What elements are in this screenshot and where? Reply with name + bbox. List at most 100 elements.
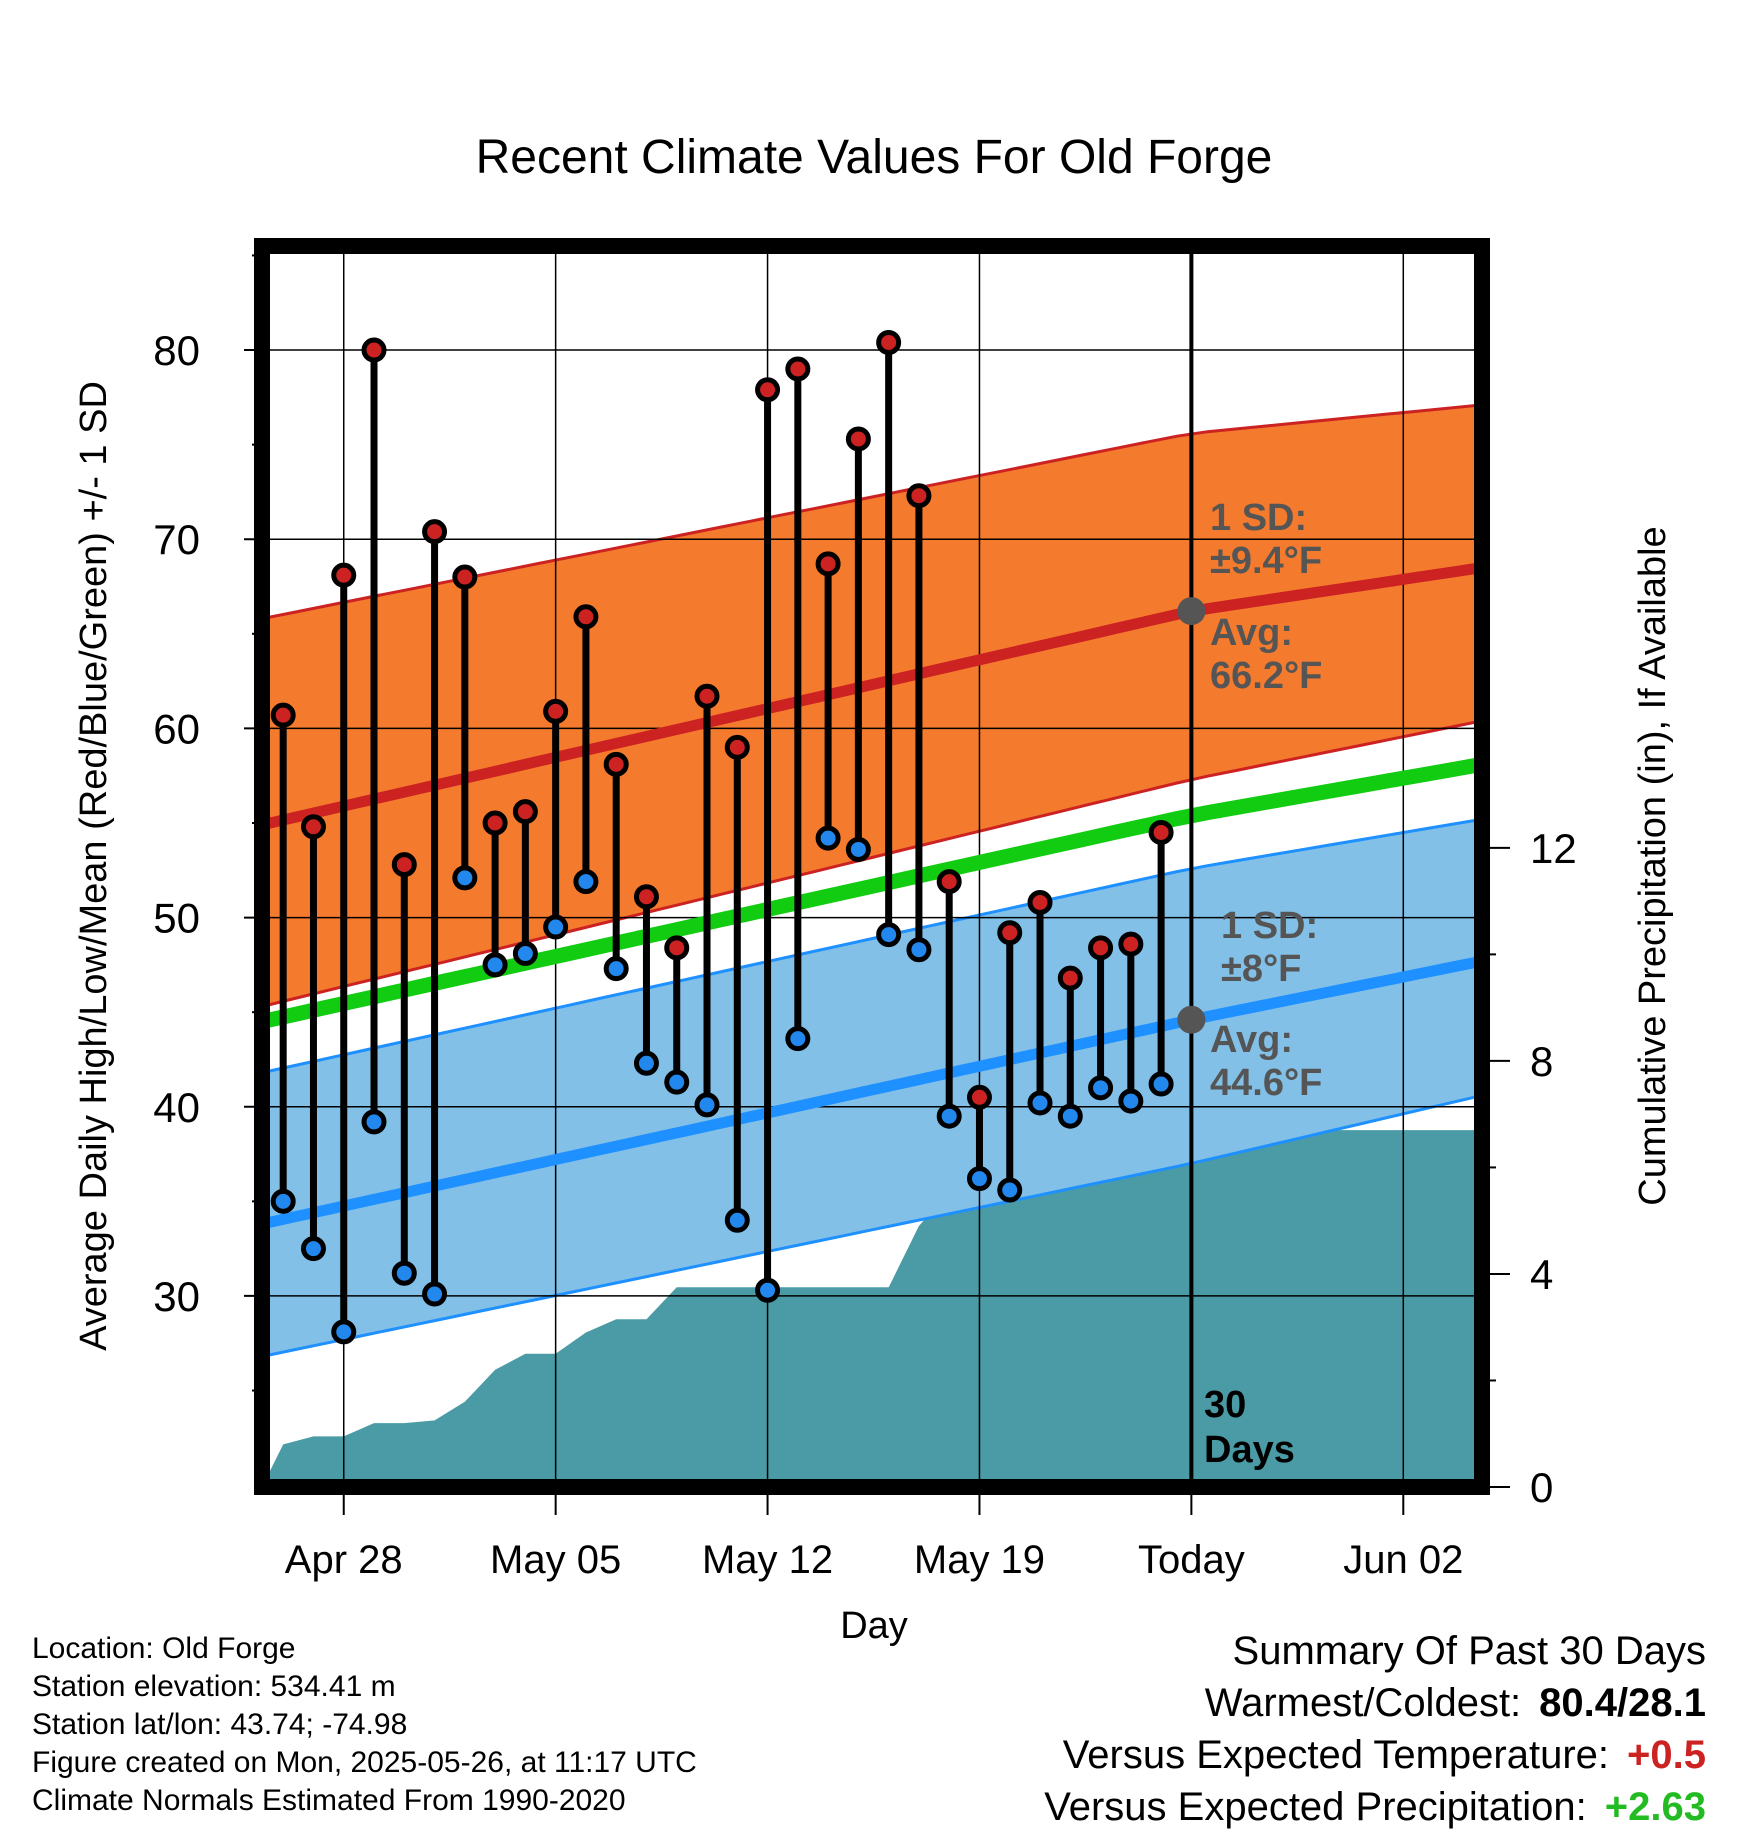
- x-tick-label: Apr 28: [285, 1538, 403, 1582]
- daily-low-point: [512, 941, 538, 967]
- daily-high-point: [391, 852, 417, 878]
- daily-high-point: [603, 751, 629, 777]
- low-sd-value: ±8°F: [1221, 948, 1301, 990]
- station-location: Location: Old Forge: [32, 1632, 296, 1665]
- figure-created: Figure created on Mon, 2025-05-26, at 11…: [32, 1746, 697, 1779]
- climate-normals-note: Climate Normals Estimated From 1990-2020: [32, 1784, 626, 1817]
- daily-low-point: [300, 1236, 326, 1262]
- high-avg-value: 66.2°F: [1210, 655, 1322, 697]
- daily-high-point: [664, 935, 690, 961]
- x-tick-label: May 12: [702, 1538, 833, 1582]
- annotations: 1 SD: ±9.4°F Avg: 66.2°F 1 SD: ±8°F Avg:…: [1204, 497, 1322, 1471]
- y-axis-right: 0 4 8 12: [1482, 825, 1577, 1511]
- daily-low-point: [664, 1069, 690, 1095]
- daily-high-point: [845, 426, 871, 452]
- daily-high-point: [785, 356, 811, 382]
- daily-low-point: [573, 869, 599, 895]
- low-average-line: [262, 955, 1482, 1230]
- precip-departure-value: +2.63: [1604, 1785, 1706, 1829]
- daily-high-point: [966, 1084, 992, 1110]
- daily-low-point: [452, 865, 478, 891]
- daily-low-point: [543, 914, 569, 940]
- y-left-tick-label: 70: [153, 516, 200, 563]
- low-sd-band-lower-edge: [262, 1093, 1482, 1358]
- low-average-marker: [1177, 1005, 1206, 1034]
- daily-high-point: [512, 799, 538, 825]
- daily-low-point: [724, 1207, 750, 1233]
- daily-low-point: [270, 1188, 296, 1214]
- daily-low-point: [785, 1026, 811, 1052]
- daily-high-point: [422, 519, 448, 545]
- daily-high-point: [300, 814, 326, 840]
- y-axis-left: 30 40 50 60 70 80: [153, 254, 262, 1392]
- mean-normal-line: [262, 756, 1482, 1029]
- temp-departure-label: Versus Expected Temperature:: [1062, 1733, 1610, 1777]
- x-axis: Apr 28 May 05 May 12 May 19 Today Jun 02: [285, 1487, 1463, 1582]
- daily-low-point: [1027, 1090, 1053, 1116]
- y-axis-left-label: Average Daily High/Low/Mean (Red/Blue/Gr…: [73, 381, 115, 1351]
- low-avg-label: Avg:: [1210, 1019, 1293, 1061]
- daily-low-point: [694, 1092, 720, 1118]
- daily-high-point: [270, 702, 296, 728]
- daily-high-point: [482, 810, 508, 836]
- daily-high-point: [694, 683, 720, 709]
- y-right-tick-label: 8: [1530, 1038, 1553, 1085]
- daily-low-point: [361, 1109, 387, 1135]
- precip-departure-row: Versus Expected Precipitation: +2.63: [1044, 1781, 1706, 1833]
- daily-low-point: [936, 1103, 962, 1129]
- x-tick-label: Jun 02: [1343, 1538, 1463, 1582]
- high-sd-label: 1 SD:: [1210, 497, 1307, 539]
- daily-high-point: [906, 483, 932, 509]
- chart-title: Recent Climate Values For Old Forge: [476, 131, 1273, 184]
- y-right-tick-label: 4: [1530, 1251, 1553, 1298]
- warm-cold-value: 80.4/28.1: [1539, 1681, 1706, 1725]
- station-info: Location: Old Forge Station elevation: 5…: [32, 1630, 697, 1820]
- y-axis-right-label: Cumulative Precipitation (in), If Availa…: [1632, 526, 1674, 1205]
- station-elevation: Station elevation: 534.41 m: [32, 1670, 396, 1703]
- low-sd-band-upper-edge: [262, 817, 1482, 1075]
- high-average-marker: [1177, 597, 1206, 626]
- plot-area: [262, 246, 1482, 1487]
- high-avg-label: Avg:: [1210, 612, 1293, 654]
- daily-high-point: [936, 869, 962, 895]
- summary-panel: Summary Of Past 30 Days Warmest/Coldest:…: [1044, 1625, 1706, 1833]
- y-right-tick-label: 0: [1530, 1464, 1553, 1511]
- daily-high-point: [1088, 935, 1114, 961]
- x-axis-label: Day: [840, 1605, 908, 1647]
- days-count-label: 30: [1204, 1384, 1246, 1426]
- precipitation-area: [262, 1130, 1482, 1487]
- plot-frame: [254, 238, 1490, 1495]
- x-tick-label: May 19: [914, 1538, 1045, 1582]
- daily-low-point: [1057, 1103, 1083, 1129]
- daily-high-point: [876, 329, 902, 355]
- daily-high-point: [815, 551, 841, 577]
- daily-low-point: [1088, 1075, 1114, 1101]
- daily-high-point: [1148, 819, 1174, 845]
- low-sd-label: 1 SD:: [1221, 905, 1318, 947]
- daily-low-point: [906, 937, 932, 963]
- x-tick-label: Today: [1138, 1538, 1245, 1582]
- daily-low-point: [391, 1260, 417, 1286]
- average-markers: [1177, 597, 1206, 1034]
- y-right-tick-label: 12: [1530, 825, 1577, 872]
- daily-high-point: [543, 698, 569, 724]
- daily-high-point: [997, 920, 1023, 946]
- low-avg-value: 44.6°F: [1210, 1062, 1322, 1104]
- days-text-label: Days: [1204, 1429, 1295, 1471]
- daily-low-point: [1118, 1088, 1144, 1114]
- daily-low-point: [845, 836, 871, 862]
- y-left-tick-label: 60: [153, 705, 200, 752]
- daily-low-point: [876, 922, 902, 948]
- daily-high-point: [633, 884, 659, 910]
- daily-high-point: [1027, 889, 1053, 915]
- daily-observations: [270, 329, 1174, 1345]
- y-left-tick-label: 80: [153, 327, 200, 374]
- summary-heading: Summary Of Past 30 Days: [1232, 1629, 1706, 1673]
- daily-high-point: [331, 562, 357, 588]
- daily-high-point: [361, 337, 387, 363]
- daily-high-point: [1118, 931, 1144, 957]
- daily-low-point: [815, 825, 841, 851]
- daily-high-point: [452, 564, 478, 590]
- daily-low-point: [603, 956, 629, 982]
